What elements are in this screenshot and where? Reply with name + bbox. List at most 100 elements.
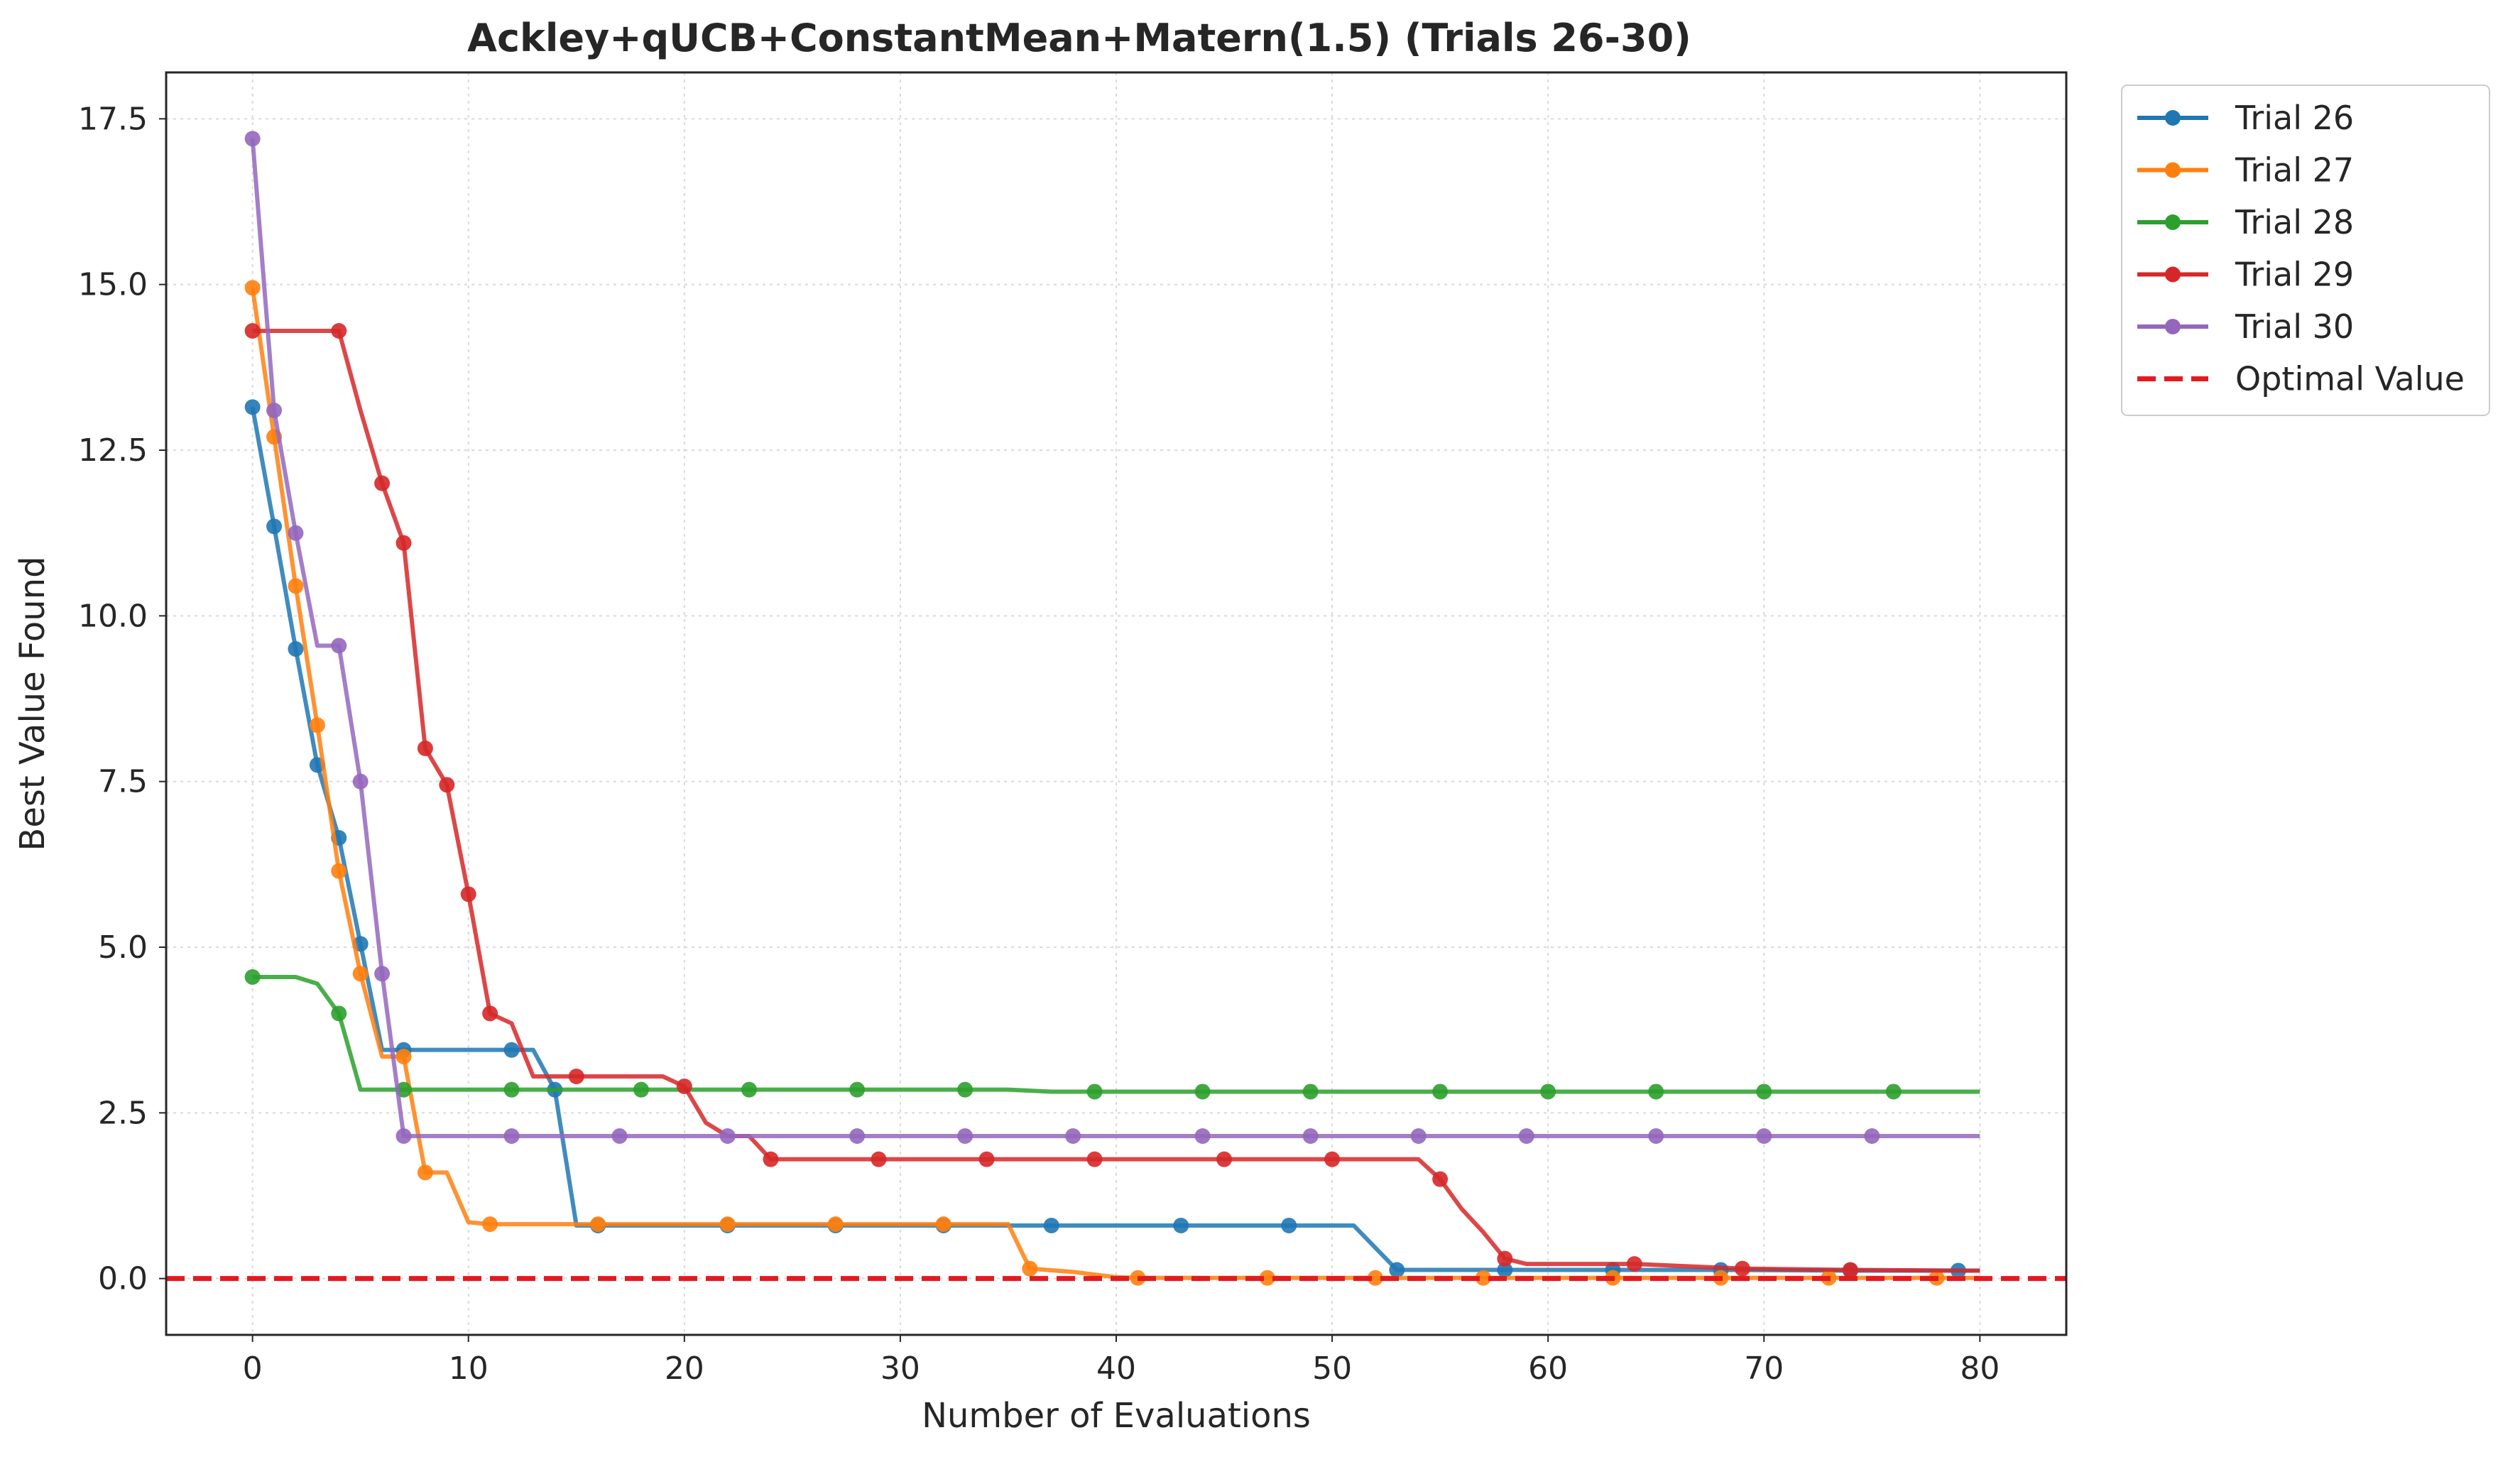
data-point xyxy=(266,518,283,535)
legend-marker xyxy=(2165,162,2181,178)
data-point xyxy=(244,323,261,339)
data-point xyxy=(1540,1084,1556,1100)
data-point xyxy=(1065,1128,1081,1144)
legend-label: Optimal Value xyxy=(2235,360,2465,398)
data-point xyxy=(1086,1084,1103,1100)
data-point xyxy=(417,1164,433,1181)
data-point xyxy=(244,131,261,147)
data-point xyxy=(957,1081,973,1098)
data-point xyxy=(1194,1128,1211,1144)
data-point xyxy=(331,863,347,879)
legend-entry: Trial 29 xyxy=(2137,256,2354,294)
data-point xyxy=(957,1128,973,1144)
series-trial-29 xyxy=(244,323,1980,1278)
data-point xyxy=(352,966,369,982)
data-point xyxy=(331,638,347,654)
data-point xyxy=(1324,1151,1341,1167)
data-point xyxy=(978,1151,995,1167)
legend-label: Trial 30 xyxy=(2235,307,2354,346)
series-line xyxy=(250,138,1980,1138)
x-tick-label: 0 xyxy=(243,1350,263,1387)
y-tick-label: 0.0 xyxy=(98,1261,148,1297)
data-point xyxy=(676,1079,692,1094)
data-point xyxy=(1885,1084,1902,1100)
data-point xyxy=(503,1081,520,1098)
data-point xyxy=(439,777,455,793)
series-trial-26 xyxy=(244,399,1980,1279)
data-point xyxy=(827,1216,844,1233)
y-axis-ticks: 0.0 2.5 5.0 7.5 10.0 12.5 15.0 17.5 xyxy=(78,101,166,1297)
data-point xyxy=(741,1081,758,1098)
y-tick-label: 10.0 xyxy=(78,598,148,634)
x-tick-label: 60 xyxy=(1528,1350,1568,1387)
data-point xyxy=(482,1005,498,1022)
data-point xyxy=(331,1005,347,1022)
x-tick-label: 80 xyxy=(1960,1350,2000,1387)
x-axis-ticks: 0 10 20 30 40 50 60 70 80 xyxy=(243,1335,2000,1387)
data-point xyxy=(611,1128,628,1144)
data-point xyxy=(849,1128,866,1144)
y-tick-label: 15.0 xyxy=(78,267,148,303)
legend-marker xyxy=(2165,319,2181,334)
x-tick-label: 30 xyxy=(880,1350,920,1387)
x-tick-label: 50 xyxy=(1312,1350,1352,1387)
y-tick-label: 17.5 xyxy=(78,101,148,137)
data-point xyxy=(871,1151,887,1167)
legend-marker xyxy=(2165,214,2181,230)
data-point xyxy=(1497,1262,1513,1278)
series-lines xyxy=(244,131,1980,1286)
legend-marker xyxy=(2165,110,2181,126)
x-tick-label: 10 xyxy=(449,1350,489,1387)
x-axis-label: Number of Evaluations xyxy=(922,1396,1311,1436)
data-point xyxy=(849,1081,866,1098)
legend-label: Trial 28 xyxy=(2235,203,2354,241)
data-point xyxy=(590,1216,606,1233)
data-point xyxy=(763,1151,779,1167)
legend-label: Trial 26 xyxy=(2235,99,2354,137)
data-point xyxy=(244,399,261,415)
data-point xyxy=(1086,1151,1103,1167)
data-point xyxy=(1864,1128,1880,1144)
data-point xyxy=(1734,1260,1750,1277)
data-point xyxy=(288,578,304,594)
data-point xyxy=(266,403,283,418)
data-point xyxy=(460,886,476,902)
data-point xyxy=(309,717,325,733)
data-point xyxy=(1259,1270,1275,1286)
data-point xyxy=(1842,1262,1858,1278)
data-point xyxy=(1389,1262,1405,1278)
data-point xyxy=(396,1128,412,1144)
legend-box xyxy=(2121,84,2490,416)
x-tick-label: 70 xyxy=(1744,1350,1784,1387)
y-tick-label: 12.5 xyxy=(78,432,148,469)
data-point xyxy=(719,1216,736,1233)
data-point xyxy=(244,280,261,296)
legend-label: Trial 27 xyxy=(2235,151,2354,190)
data-point xyxy=(1626,1256,1642,1272)
data-point xyxy=(1022,1260,1038,1277)
legend-entry: Trial 28 xyxy=(2137,203,2354,241)
legend-label: Trial 29 xyxy=(2235,256,2354,294)
data-point xyxy=(1648,1128,1664,1144)
data-point xyxy=(288,525,304,541)
data-point xyxy=(288,641,304,657)
data-point xyxy=(374,475,391,491)
data-point xyxy=(1475,1270,1491,1286)
legend-entry: Trial 27 xyxy=(2137,151,2354,190)
data-point xyxy=(568,1069,584,1084)
legend-entry: Optimal Value xyxy=(2137,360,2465,398)
legend: Trial 26 Trial 27 Trial 28 Trial 29 Trial 30… xyxy=(2121,84,2490,416)
data-point xyxy=(1302,1084,1319,1100)
series-trial-28 xyxy=(244,969,1980,1100)
data-point xyxy=(1756,1084,1772,1100)
data-point xyxy=(482,1216,498,1233)
data-point xyxy=(244,969,261,985)
data-point xyxy=(1756,1128,1772,1144)
data-point xyxy=(331,323,347,339)
data-point xyxy=(1410,1128,1427,1144)
data-point xyxy=(374,966,391,982)
data-point xyxy=(1432,1171,1449,1187)
data-point xyxy=(352,773,369,790)
data-point xyxy=(935,1216,951,1233)
